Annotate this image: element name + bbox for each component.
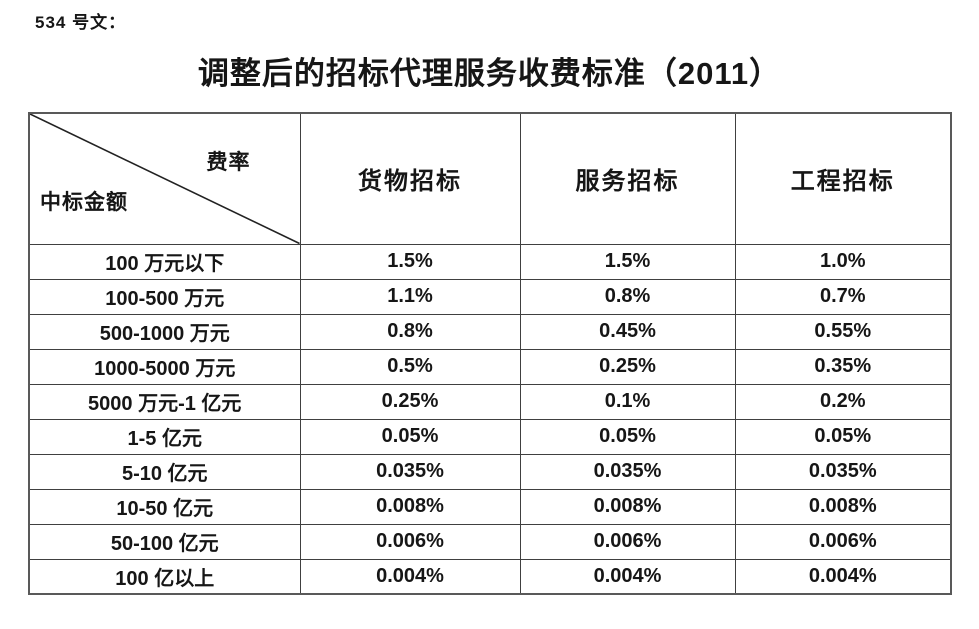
rate-cell-goods: 0.004% <box>299 558 521 595</box>
rate-cell-goods: 0.5% <box>299 348 521 385</box>
amount-cell: 10-50 亿元 <box>28 488 301 525</box>
rate-cell-services: 0.006% <box>519 523 736 560</box>
rate-cell-works: 0.004% <box>734 558 952 595</box>
rate-cell-works: 0.35% <box>734 348 952 385</box>
rate-cell-goods: 0.05% <box>299 418 521 455</box>
amount-cell: 1000-5000 万元 <box>28 348 301 385</box>
table-row: 5-10 亿元 0.035% 0.035% 0.035% <box>28 453 952 490</box>
rate-cell-goods: 1.5% <box>299 243 521 280</box>
rate-cell-works: 0.006% <box>734 523 952 560</box>
rate-cell-services: 0.05% <box>519 418 736 455</box>
doc-number-label: 534 号文： <box>35 13 127 32</box>
table-body: 100 万元以下 1.5% 1.5% 1.0% 100-500 万元 1.1% … <box>28 243 952 595</box>
table-row: 50-100 亿元 0.006% 0.006% 0.006% <box>28 523 952 560</box>
rate-cell-works: 0.7% <box>734 278 952 315</box>
column-header-goods-bidding: 货物招标 <box>299 112 521 245</box>
corner-header-cell: 费率 中标金额 <box>28 112 301 245</box>
column-header-service-bidding: 服务招标 <box>519 112 736 245</box>
rate-cell-goods: 0.006% <box>299 523 521 560</box>
rate-cell-goods: 1.1% <box>299 278 521 315</box>
rate-cell-works: 0.2% <box>734 383 952 420</box>
table-row: 500-1000 万元 0.8% 0.45% 0.55% <box>28 313 952 350</box>
rate-cell-services: 0.25% <box>519 348 736 385</box>
diagonal-divider-line <box>30 114 300 244</box>
rate-cell-services: 0.004% <box>519 558 736 595</box>
amount-cell: 5000 万元-1 亿元 <box>28 383 301 420</box>
amount-cell: 100 万元以下 <box>28 243 301 280</box>
rate-cell-works: 0.008% <box>734 488 952 525</box>
amount-cell: 100 亿以上 <box>28 558 301 595</box>
amount-cell: 100-500 万元 <box>28 278 301 315</box>
rate-cell-services: 0.1% <box>519 383 736 420</box>
rate-cell-works: 0.035% <box>734 453 952 490</box>
rate-cell-goods: 0.035% <box>299 453 521 490</box>
rate-cell-goods: 0.8% <box>299 313 521 350</box>
amount-cell: 5-10 亿元 <box>28 453 301 490</box>
column-header-works-bidding: 工程招标 <box>734 112 952 245</box>
corner-label-bid-amount: 中标金额 <box>40 190 128 214</box>
rate-cell-works: 1.0% <box>734 243 952 280</box>
table-row: 5000 万元-1 亿元 0.25% 0.1% 0.2% <box>28 383 952 420</box>
table-row: 1-5 亿元 0.05% 0.05% 0.05% <box>28 418 952 455</box>
amount-cell: 50-100 亿元 <box>28 523 301 560</box>
table-row: 100 亿以上 0.004% 0.004% 0.004% <box>28 558 952 595</box>
rate-cell-works: 0.55% <box>734 313 952 350</box>
rate-cell-services: 1.5% <box>519 243 736 280</box>
amount-cell: 500-1000 万元 <box>28 313 301 350</box>
table-row: 10-50 亿元 0.008% 0.008% 0.008% <box>28 488 952 525</box>
table-row: 1000-5000 万元 0.5% 0.25% 0.35% <box>28 348 952 385</box>
rate-cell-goods: 0.25% <box>299 383 521 420</box>
fee-rate-table: 费率 中标金额 货物招标 服务招标 工程招标 100 万元以下 1.5% 1.5… <box>28 112 952 595</box>
rate-cell-services: 0.8% <box>519 278 736 315</box>
table-row: 100 万元以下 1.5% 1.5% 1.0% <box>28 243 952 280</box>
table-row: 100-500 万元 1.1% 0.8% 0.7% <box>28 278 952 315</box>
rate-cell-services: 0.45% <box>519 313 736 350</box>
rate-cell-services: 0.008% <box>519 488 736 525</box>
rate-cell-goods: 0.008% <box>299 488 521 525</box>
rate-cell-works: 0.05% <box>734 418 952 455</box>
corner-label-fee-rate: 费率 <box>206 151 251 174</box>
page-title: 调整后的招标代理服务收费标准（2011） <box>197 56 782 91</box>
amount-cell: 1-5 亿元 <box>28 418 301 455</box>
rate-cell-services: 0.035% <box>519 453 736 490</box>
table-header-row: 费率 中标金额 货物招标 服务招标 工程招标 <box>28 112 952 245</box>
